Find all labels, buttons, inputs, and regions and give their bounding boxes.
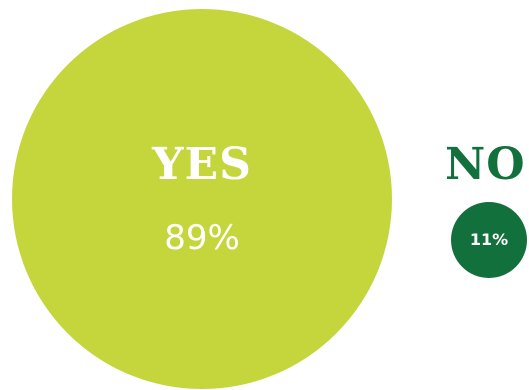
yes-bubble <box>12 9 392 389</box>
yes-category-label: YES <box>152 139 252 190</box>
no-value-label: 11% <box>469 230 509 249</box>
no-bubble <box>451 202 527 278</box>
yes-value-label: 89% <box>164 218 240 258</box>
no-category-label: NO <box>445 139 526 190</box>
